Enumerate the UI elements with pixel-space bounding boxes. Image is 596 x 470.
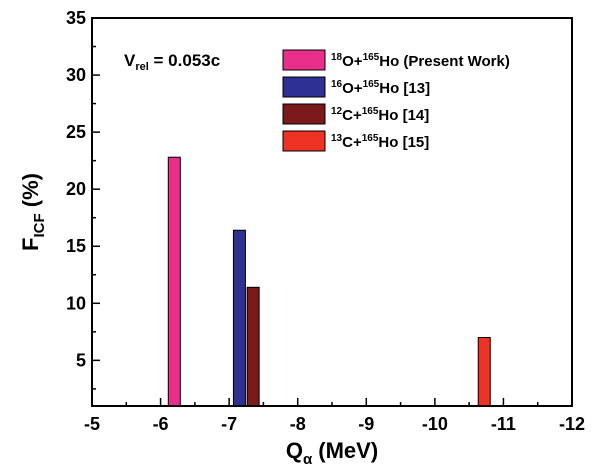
y-tick-label: 15: [66, 236, 86, 256]
x-tick-label: -6: [153, 414, 169, 434]
annotation-sub: rel: [135, 61, 148, 73]
annotation-value: = 0.053c: [149, 51, 220, 70]
legend-swatch-3: [282, 130, 326, 152]
legend-label-1: 16O+165Ho [13]: [331, 79, 430, 97]
y-axis-title-unit: (%): [18, 173, 43, 213]
y-tick-label: 10: [66, 293, 86, 313]
x-tick-label: -12: [559, 414, 585, 434]
x-tick-label: -7: [221, 414, 237, 434]
x-axis-title-sub: α: [303, 451, 313, 468]
velocity-annotation: Vrel = 0.053c: [124, 51, 220, 73]
bar-1: [232, 229, 246, 407]
plot-frame: [91, 17, 573, 407]
y-axis-title: FICF (%): [18, 173, 48, 251]
y-tick-label: 35: [66, 8, 86, 28]
x-tick-label: -11: [491, 414, 516, 434]
legend-swatch-2: [282, 103, 326, 125]
annotation-main: V: [124, 51, 136, 70]
x-tick-label: -9: [358, 414, 374, 434]
x-axis-title-main: Q: [286, 438, 303, 463]
x-axis-title: Qα (MeV): [286, 438, 378, 468]
legend-swatch-0: [282, 49, 326, 71]
y-tick-label: 5: [76, 350, 86, 370]
x-tick-label: -8: [290, 414, 306, 434]
bars: [167, 156, 491, 407]
bar-0: [167, 156, 181, 407]
bar-2: [246, 286, 260, 407]
legend-label-0: 18O+165Ho (Present Work): [331, 52, 510, 70]
x-tick-label: -10: [422, 414, 448, 434]
legend-label-3: 13C+165Ho [15]: [331, 133, 429, 151]
y-axis-title-main: F: [18, 238, 43, 251]
ticks: -5 -6 -7 -8 -9 -10 -11 -12 5 10 15 20 25 30 35: [66, 8, 585, 434]
y-tick-label: 20: [66, 179, 86, 199]
x-axis-title-unit: (MeV): [312, 438, 378, 463]
legend: 18O+165Ho (Present Work) 16O+165Ho [13] 12…: [282, 49, 510, 152]
y-tick-label: 30: [66, 65, 86, 85]
bar-3: [477, 337, 491, 407]
y-tick-label: 25: [66, 122, 86, 142]
y-axis-title-sub: ICF: [31, 213, 48, 237]
x-tick-label: -5: [84, 414, 100, 434]
legend-swatch-1: [282, 76, 326, 98]
legend-label-2: 12C+165Ho [14]: [331, 106, 429, 124]
